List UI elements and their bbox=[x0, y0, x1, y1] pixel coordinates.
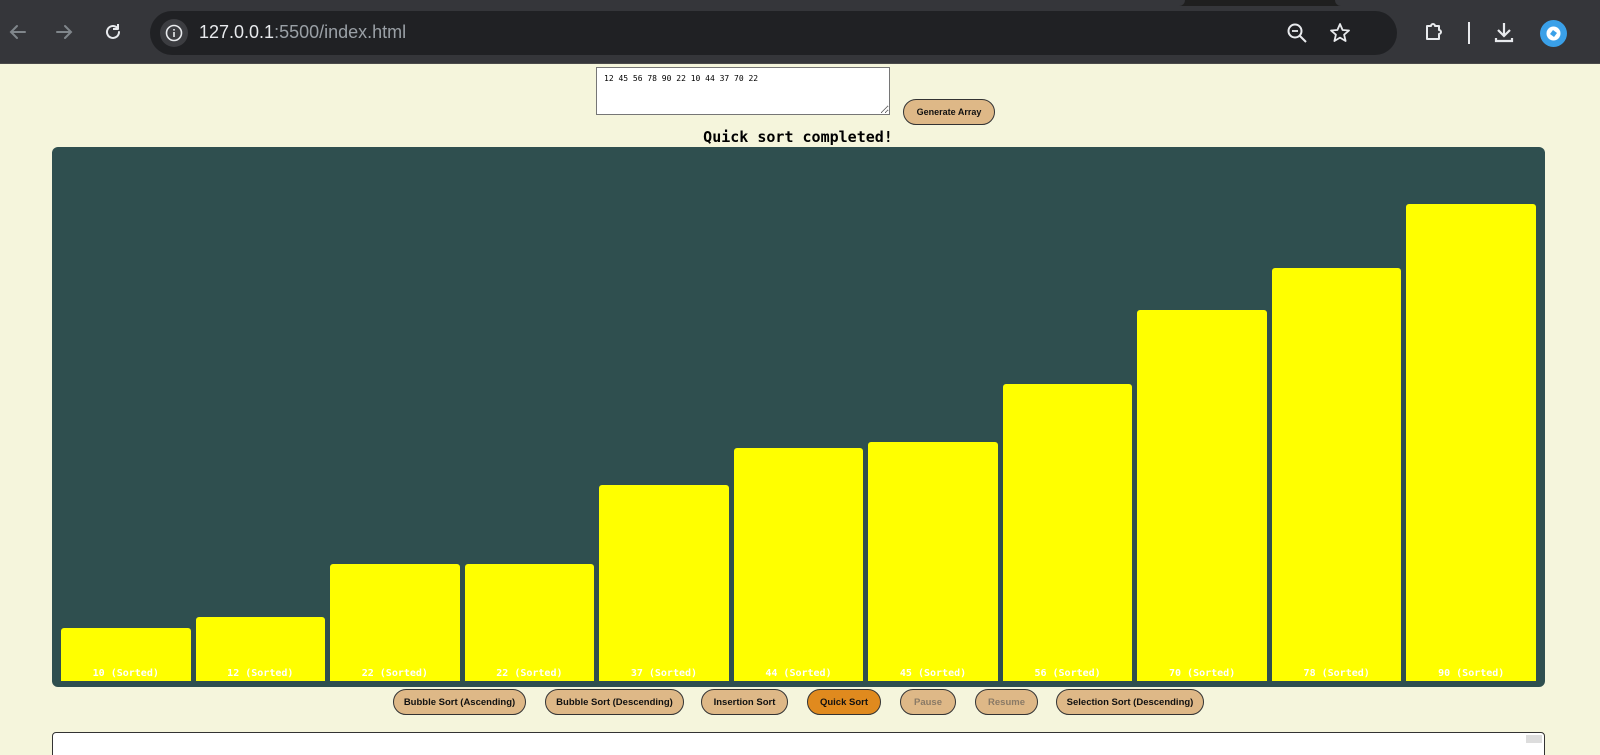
bubble-sort-desc-button[interactable]: Bubble Sort (Descending) bbox=[545, 689, 684, 715]
bar: 22 (Sorted) bbox=[330, 564, 460, 681]
bar-label: 10 (Sorted) bbox=[92, 668, 159, 679]
url-path: :5500/index.html bbox=[274, 22, 407, 42]
active-tab-edge bbox=[0, 0, 1185, 6]
bar: 44 (Sorted) bbox=[733, 448, 864, 681]
bar-label: 22 (Sorted) bbox=[496, 668, 563, 679]
bar-chart: 10 (Sorted) 12 (Sorted) 22 (Sorted) 22 (Sor… bbox=[52, 147, 1545, 687]
zoom-icon[interactable] bbox=[1285, 21, 1309, 45]
tab-edge bbox=[1335, 0, 1600, 6]
extensions-icon[interactable] bbox=[1420, 18, 1448, 46]
pause-button[interactable]: Pause bbox=[900, 689, 956, 715]
url-text[interactable]: 127.0.0.1:5500/index.html bbox=[199, 22, 406, 43]
insertion-sort-button[interactable]: Insertion Sort bbox=[701, 689, 788, 715]
resume-button[interactable]: Resume bbox=[975, 689, 1038, 715]
bar-label: 90 (Sorted) bbox=[1438, 668, 1505, 679]
bubble-sort-asc-button[interactable]: Bubble Sort (Ascending) bbox=[393, 689, 526, 715]
sort-controls: Bubble Sort (Ascending) Bubble Sort (Desc… bbox=[0, 689, 1600, 717]
generate-array-button[interactable]: Generate Array bbox=[903, 99, 995, 125]
bar-label: 56 (Sorted) bbox=[1034, 668, 1101, 679]
bar-label: 44 (Sorted) bbox=[765, 668, 832, 679]
address-bar[interactable]: 127.0.0.1:5500/index.html bbox=[150, 11, 1397, 55]
bar: 45 (Sorted) bbox=[868, 442, 998, 681]
star-icon[interactable] bbox=[1328, 21, 1352, 45]
bar: 70 (Sorted) bbox=[1137, 310, 1267, 681]
download-icon[interactable] bbox=[1490, 18, 1518, 46]
bar: 12 (Sorted) bbox=[195, 617, 326, 681]
page-content: Generate Array Quick sort completed! 10 … bbox=[0, 65, 1600, 755]
bar: 78 (Sorted) bbox=[1271, 268, 1402, 681]
info-icon[interactable] bbox=[160, 19, 188, 47]
bottom-panel bbox=[52, 732, 1545, 755]
quick-sort-button[interactable]: Quick Sort bbox=[807, 689, 881, 715]
bar: 56 (Sorted) bbox=[1002, 384, 1133, 681]
status-message: Quick sort completed! bbox=[703, 128, 893, 146]
reload-icon[interactable] bbox=[99, 18, 127, 46]
array-input[interactable] bbox=[596, 67, 890, 115]
bar-label: 70 (Sorted) bbox=[1169, 668, 1236, 679]
forward-arrow-icon[interactable] bbox=[50, 18, 78, 46]
browser-toolbar: 127.0.0.1:5500/index.html bbox=[0, 0, 1600, 64]
toolbar-separator bbox=[1468, 22, 1470, 44]
bar-label: 12 (Sorted) bbox=[227, 668, 294, 679]
bar: 90 (Sorted) bbox=[1406, 204, 1536, 681]
url-host: 127.0.0.1 bbox=[199, 22, 275, 42]
tab-strip bbox=[0, 0, 1600, 6]
bar: 10 (Sorted) bbox=[61, 628, 191, 681]
bar-label: 45 (Sorted) bbox=[899, 668, 967, 679]
bar: 37 (Sorted) bbox=[599, 485, 729, 681]
selection-sort-desc-button[interactable]: Selection Sort (Descending) bbox=[1056, 689, 1204, 715]
bar: 22 (Sorted) bbox=[464, 564, 595, 681]
bar-label: 22 (Sorted) bbox=[361, 668, 428, 679]
back-arrow-icon[interactable] bbox=[4, 18, 32, 46]
profile-icon[interactable] bbox=[1540, 20, 1567, 47]
bar-label: 37 (Sorted) bbox=[630, 668, 698, 679]
scrollbar-thumb[interactable] bbox=[1526, 735, 1542, 743]
bar-label: 78 (Sorted) bbox=[1303, 668, 1370, 679]
